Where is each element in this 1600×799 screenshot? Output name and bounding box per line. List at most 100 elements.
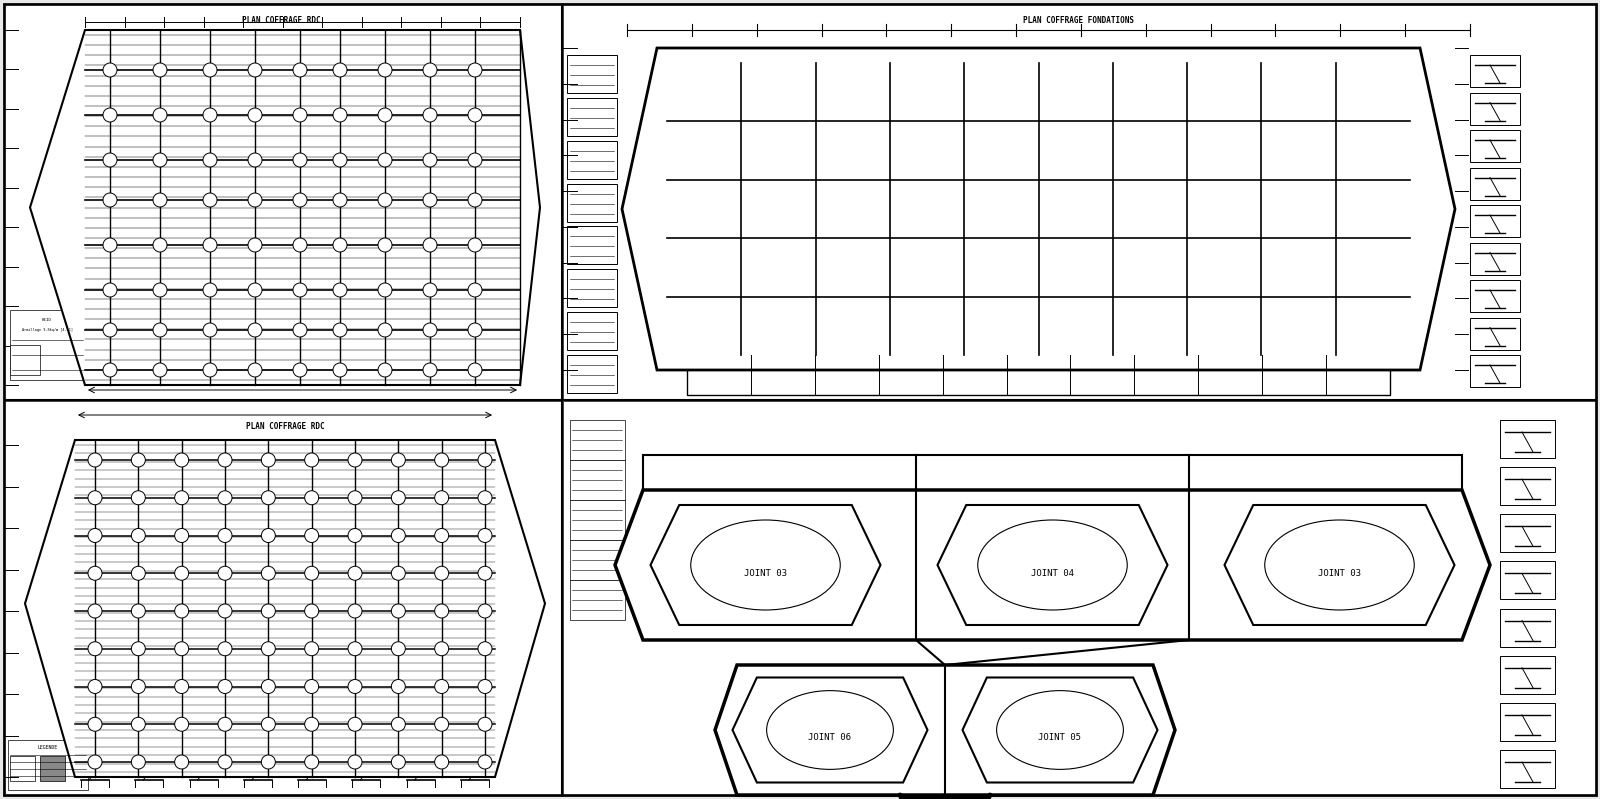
Circle shape bbox=[422, 63, 437, 77]
Circle shape bbox=[102, 323, 117, 337]
Bar bbox=[480, 130, 515, 158]
Circle shape bbox=[435, 566, 448, 580]
Polygon shape bbox=[26, 440, 546, 777]
Circle shape bbox=[248, 108, 262, 122]
Polygon shape bbox=[1224, 505, 1454, 625]
Bar bbox=[1501, 420, 1555, 458]
Circle shape bbox=[422, 108, 437, 122]
Polygon shape bbox=[30, 30, 541, 385]
Circle shape bbox=[218, 718, 232, 731]
Circle shape bbox=[435, 491, 448, 505]
Circle shape bbox=[478, 453, 493, 467]
Circle shape bbox=[293, 283, 307, 297]
Circle shape bbox=[131, 642, 146, 656]
Circle shape bbox=[88, 566, 102, 580]
Circle shape bbox=[131, 566, 146, 580]
Circle shape bbox=[304, 453, 318, 467]
Circle shape bbox=[478, 718, 493, 731]
Circle shape bbox=[349, 528, 362, 543]
Circle shape bbox=[154, 63, 166, 77]
Circle shape bbox=[174, 679, 189, 694]
Bar bbox=[570, 500, 626, 540]
Bar bbox=[566, 269, 618, 308]
Circle shape bbox=[203, 63, 218, 77]
Bar bbox=[40, 756, 66, 781]
Circle shape bbox=[333, 153, 347, 167]
Circle shape bbox=[174, 755, 189, 769]
Circle shape bbox=[422, 153, 437, 167]
Circle shape bbox=[333, 193, 347, 207]
Bar bbox=[570, 460, 626, 500]
Text: JOINT 06: JOINT 06 bbox=[808, 733, 851, 742]
Circle shape bbox=[478, 566, 493, 580]
Text: HEID: HEID bbox=[42, 318, 51, 322]
Bar bbox=[566, 226, 618, 264]
Bar bbox=[667, 63, 1410, 355]
Circle shape bbox=[102, 238, 117, 252]
Circle shape bbox=[392, 491, 405, 505]
Circle shape bbox=[467, 153, 482, 167]
Ellipse shape bbox=[1264, 520, 1414, 610]
Circle shape bbox=[154, 238, 166, 252]
Bar bbox=[1470, 130, 1520, 162]
Circle shape bbox=[422, 193, 437, 207]
Bar bbox=[563, 401, 1595, 794]
Ellipse shape bbox=[978, 520, 1128, 610]
Circle shape bbox=[203, 238, 218, 252]
Circle shape bbox=[392, 604, 405, 618]
Circle shape bbox=[478, 679, 493, 694]
Bar bbox=[566, 184, 618, 221]
Circle shape bbox=[293, 363, 307, 377]
Circle shape bbox=[478, 528, 493, 543]
Circle shape bbox=[435, 528, 448, 543]
Circle shape bbox=[88, 604, 102, 618]
Text: JOINT 04: JOINT 04 bbox=[1030, 570, 1074, 578]
Text: Armillage 9-8kq/m [4-11]: Armillage 9-8kq/m [4-11] bbox=[21, 328, 72, 332]
Bar bbox=[374, 440, 475, 495]
Circle shape bbox=[154, 153, 166, 167]
Polygon shape bbox=[899, 795, 990, 799]
Circle shape bbox=[378, 63, 392, 77]
Circle shape bbox=[293, 153, 307, 167]
Circle shape bbox=[467, 63, 482, 77]
Circle shape bbox=[248, 193, 262, 207]
Circle shape bbox=[422, 323, 437, 337]
Bar bbox=[330, 45, 450, 200]
Bar bbox=[1470, 205, 1520, 237]
Circle shape bbox=[349, 491, 362, 505]
Circle shape bbox=[248, 238, 262, 252]
Text: PLAN COFFRAGE RDC: PLAN COFFRAGE RDC bbox=[242, 16, 320, 25]
Circle shape bbox=[304, 604, 318, 618]
Circle shape bbox=[378, 193, 392, 207]
Circle shape bbox=[392, 642, 405, 656]
Polygon shape bbox=[622, 48, 1454, 370]
Circle shape bbox=[102, 193, 117, 207]
Bar bbox=[1470, 93, 1520, 125]
Circle shape bbox=[304, 755, 318, 769]
Polygon shape bbox=[651, 505, 880, 625]
Circle shape bbox=[218, 528, 232, 543]
Bar bbox=[566, 312, 618, 350]
Bar bbox=[94, 445, 214, 575]
Polygon shape bbox=[733, 678, 928, 782]
Circle shape bbox=[478, 642, 493, 656]
Circle shape bbox=[174, 453, 189, 467]
Bar bbox=[480, 50, 515, 78]
Circle shape bbox=[131, 679, 146, 694]
Circle shape bbox=[435, 453, 448, 467]
Circle shape bbox=[422, 363, 437, 377]
Circle shape bbox=[131, 453, 146, 467]
Bar bbox=[1470, 355, 1520, 387]
Circle shape bbox=[333, 363, 347, 377]
Circle shape bbox=[203, 363, 218, 377]
Bar bbox=[566, 141, 618, 179]
Bar bbox=[1501, 703, 1555, 741]
Circle shape bbox=[203, 193, 218, 207]
Circle shape bbox=[349, 718, 362, 731]
Bar bbox=[570, 580, 626, 620]
Circle shape bbox=[88, 642, 102, 656]
Circle shape bbox=[102, 108, 117, 122]
Circle shape bbox=[261, 566, 275, 580]
Circle shape bbox=[88, 718, 102, 731]
Circle shape bbox=[88, 453, 102, 467]
